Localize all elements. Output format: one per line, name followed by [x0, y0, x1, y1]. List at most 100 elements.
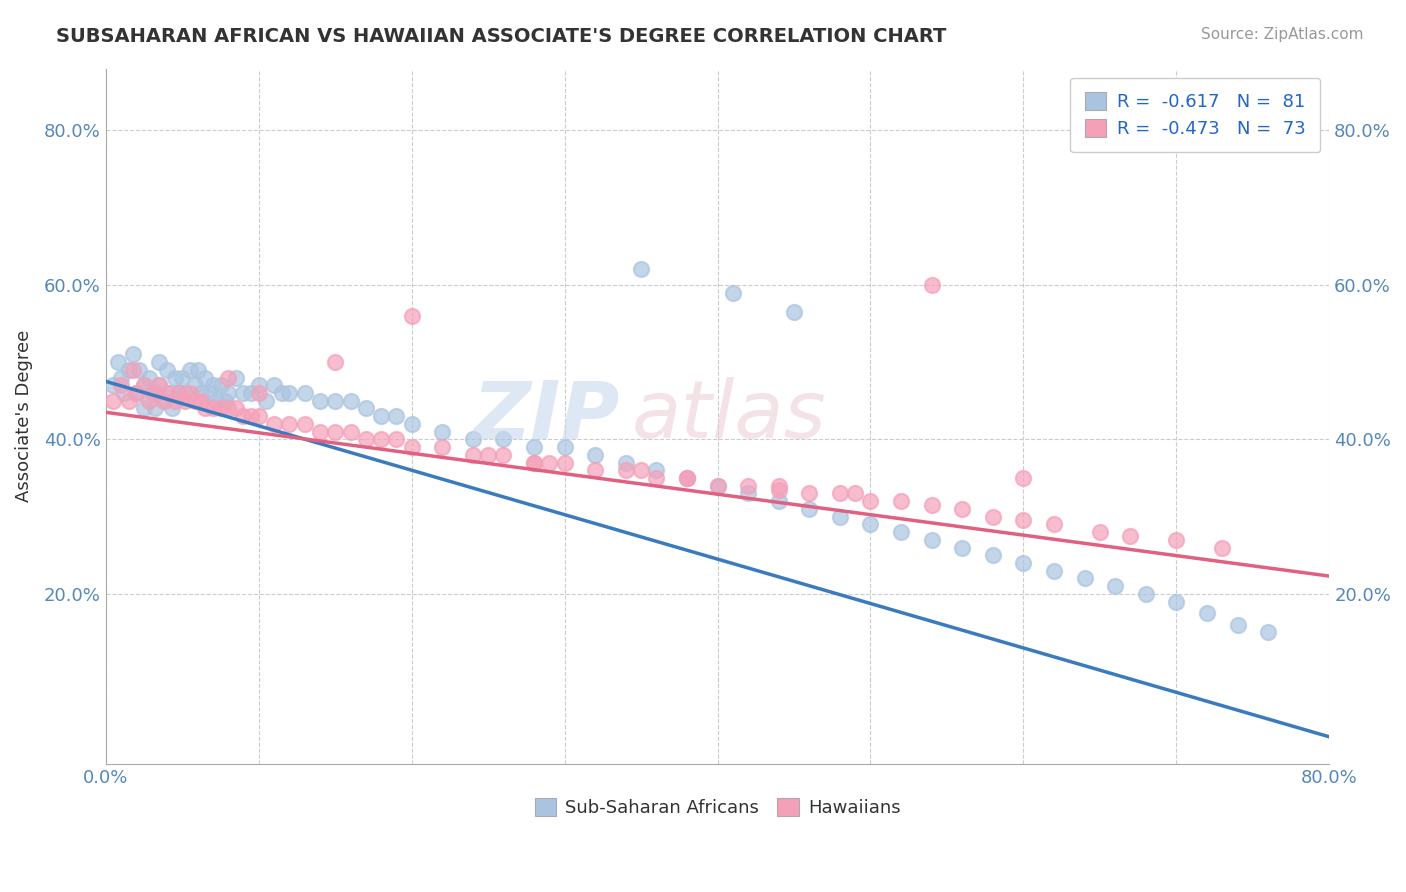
Point: [309, 393, 332, 408]
Point: [1166, 594, 1188, 608]
Point: [554, 440, 576, 454]
Point: [890, 494, 912, 508]
Point: [209, 378, 232, 392]
Point: [232, 409, 254, 424]
Point: [737, 486, 759, 500]
Y-axis label: Associate's Degree: Associate's Degree: [15, 330, 32, 502]
Point: [370, 409, 392, 424]
Point: [323, 425, 346, 439]
Point: [630, 463, 652, 477]
Point: [118, 393, 141, 408]
Point: [432, 440, 454, 454]
Point: [132, 378, 155, 392]
Point: [339, 393, 361, 408]
Point: [247, 378, 270, 392]
Point: [859, 517, 882, 532]
Point: [183, 393, 205, 408]
Point: [799, 486, 821, 500]
Point: [737, 479, 759, 493]
Point: [125, 386, 148, 401]
Point: [132, 378, 155, 392]
Point: [492, 448, 515, 462]
Point: [461, 448, 484, 462]
Point: [107, 355, 129, 369]
Point: [1135, 587, 1157, 601]
Point: [706, 479, 728, 493]
Point: [156, 386, 179, 401]
Point: [294, 386, 316, 401]
Point: [179, 386, 201, 401]
Point: [118, 363, 141, 377]
Point: [294, 417, 316, 431]
Point: [1226, 617, 1249, 632]
Point: [721, 285, 744, 300]
Point: [523, 456, 546, 470]
Point: [1211, 541, 1233, 555]
Point: [614, 456, 637, 470]
Point: [194, 401, 217, 416]
Point: [156, 363, 179, 377]
Point: [225, 401, 247, 416]
Text: ZIP: ZIP: [472, 377, 620, 455]
Point: [132, 401, 155, 416]
Point: [614, 463, 637, 477]
Point: [706, 479, 728, 493]
Point: [630, 262, 652, 277]
Point: [583, 448, 606, 462]
Point: [103, 378, 125, 392]
Point: [1257, 625, 1279, 640]
Point: [523, 456, 546, 470]
Point: [270, 386, 292, 401]
Point: [143, 401, 166, 416]
Point: [921, 533, 943, 547]
Text: SUBSAHARAN AFRICAN VS HAWAIIAN ASSOCIATE'S DEGREE CORRELATION CHART: SUBSAHARAN AFRICAN VS HAWAIIAN ASSOCIATE…: [56, 27, 946, 45]
Point: [103, 393, 125, 408]
Point: [225, 370, 247, 384]
Point: [1104, 579, 1126, 593]
Point: [174, 386, 197, 401]
Point: [461, 433, 484, 447]
Point: [768, 483, 790, 497]
Point: [921, 498, 943, 512]
Point: [183, 378, 205, 392]
Text: atlas: atlas: [631, 377, 827, 455]
Point: [278, 417, 301, 431]
Point: [110, 378, 132, 392]
Point: [153, 393, 176, 408]
Point: [828, 486, 851, 500]
Point: [950, 501, 973, 516]
Point: [768, 494, 790, 508]
Point: [554, 456, 576, 470]
Point: [167, 386, 190, 401]
Point: [143, 386, 166, 401]
Point: [1012, 513, 1035, 527]
Point: [240, 409, 263, 424]
Point: [323, 393, 346, 408]
Point: [1166, 533, 1188, 547]
Point: [309, 425, 332, 439]
Point: [125, 386, 148, 401]
Point: [138, 393, 160, 408]
Point: [201, 378, 224, 392]
Point: [799, 501, 821, 516]
Text: Source: ZipAtlas.com: Source: ZipAtlas.com: [1201, 27, 1364, 42]
Point: [172, 370, 194, 384]
Point: [263, 378, 285, 392]
Point: [1043, 517, 1066, 532]
Point: [214, 393, 236, 408]
Point: [859, 494, 882, 508]
Point: [676, 471, 699, 485]
Point: [645, 471, 668, 485]
Point: [323, 355, 346, 369]
Point: [163, 370, 186, 384]
Point: [209, 401, 232, 416]
Point: [205, 393, 228, 408]
Point: [190, 393, 212, 408]
Point: [198, 386, 221, 401]
Point: [187, 363, 209, 377]
Point: [401, 417, 423, 431]
Point: [232, 386, 254, 401]
Point: [538, 456, 561, 470]
Point: [240, 386, 263, 401]
Point: [217, 401, 239, 416]
